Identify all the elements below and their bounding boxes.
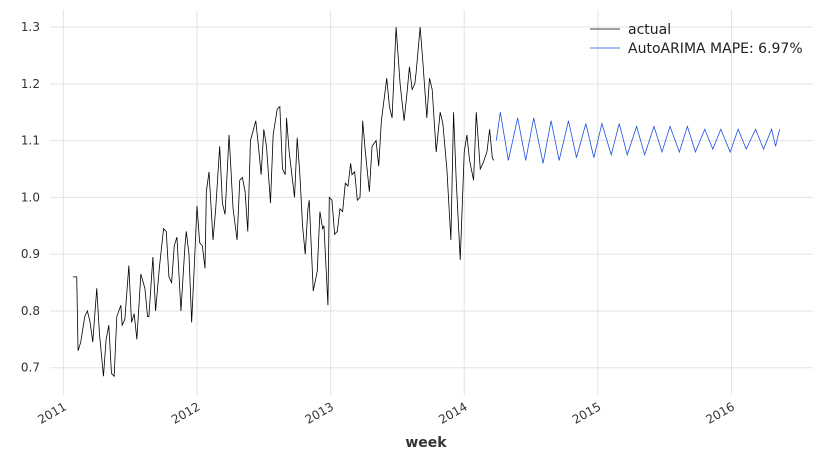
x-tick-label: 2014 xyxy=(436,399,469,426)
y-tick-label: 1.0 xyxy=(21,190,40,204)
y-tick-label: 1.1 xyxy=(21,134,40,148)
line-series xyxy=(72,27,495,378)
x-tick-label: 2012 xyxy=(169,399,202,426)
x-tick-label: 2013 xyxy=(303,399,336,426)
x-tick-label: 2016 xyxy=(704,399,737,426)
y-tick-label: 1.2 xyxy=(21,77,40,91)
y-tick-label: 1.3 xyxy=(21,20,40,34)
x-axis-label: week xyxy=(405,435,447,451)
legend-label: AutoARIMA MAPE: 6.97% xyxy=(628,41,803,57)
legend-label: actual xyxy=(628,22,671,38)
line-series xyxy=(495,112,780,164)
y-tick-label: 0.8 xyxy=(21,304,40,318)
x-tick-label: 2011 xyxy=(35,399,68,426)
y-tick-label: 0.7 xyxy=(21,361,40,375)
x-tick-label: 2015 xyxy=(570,399,603,426)
y-tick-label: 0.9 xyxy=(21,247,40,261)
